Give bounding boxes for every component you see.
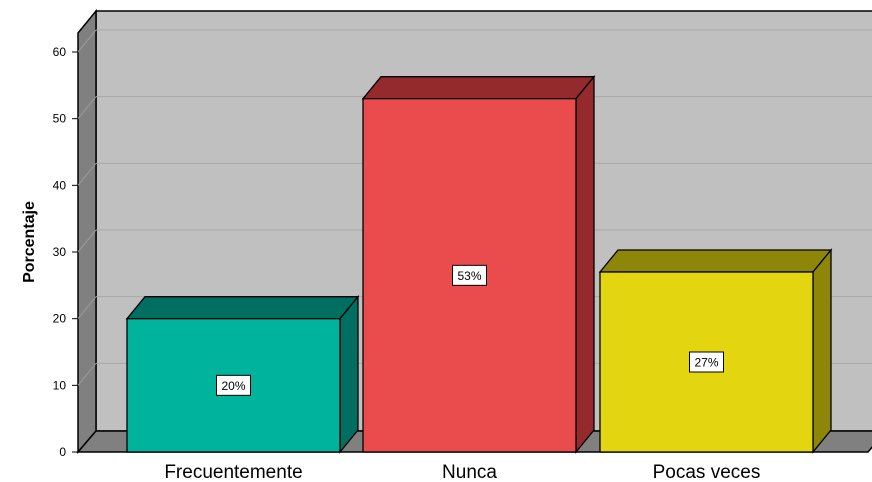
gridline-wall bbox=[77, 163, 97, 186]
bar-side-face bbox=[575, 74, 595, 454]
y-tick-label: 50 bbox=[53, 112, 67, 126]
gridline-wall bbox=[77, 96, 97, 119]
y-tick-label: 20 bbox=[53, 312, 67, 326]
bar-top-face bbox=[125, 296, 360, 320]
data-label-box bbox=[216, 374, 251, 396]
y-tick-label: 30 bbox=[53, 245, 67, 259]
y-tick-label: 40 bbox=[53, 178, 67, 192]
y-axis-ticks: 0 10 20 30 40 50 60 bbox=[53, 45, 78, 459]
y-tick-label: 0 bbox=[59, 445, 66, 459]
bar-side-face bbox=[812, 248, 832, 454]
gridline-wall bbox=[77, 229, 97, 253]
bar-top-face bbox=[361, 76, 596, 100]
data-label: 27% bbox=[694, 356, 718, 370]
gridline-wall bbox=[77, 363, 97, 386]
data-label-box bbox=[689, 351, 724, 373]
plot-left-wall bbox=[77, 8, 97, 455]
x-axis-labels: Frecuentemente Nunca Pocas veces bbox=[164, 462, 760, 482]
y-axis-title: Porcentaje bbox=[21, 201, 38, 283]
x-category-label: Nunca bbox=[442, 462, 497, 482]
gridline-wall bbox=[77, 29, 97, 53]
gridline-wall bbox=[77, 296, 97, 319]
x-category-label: Pocas veces bbox=[653, 462, 761, 482]
data-label-box bbox=[452, 264, 487, 286]
data-label: 20% bbox=[221, 379, 245, 393]
x-category-label: Frecuentemente bbox=[164, 462, 302, 482]
bar-side-face bbox=[339, 294, 359, 454]
y-tick-label: 60 bbox=[53, 45, 67, 59]
y-tick-label: 10 bbox=[53, 378, 67, 392]
data-labels: 20% 53% 27% bbox=[216, 264, 724, 396]
data-label: 53% bbox=[457, 269, 481, 283]
bar-top-face bbox=[598, 249, 833, 273]
